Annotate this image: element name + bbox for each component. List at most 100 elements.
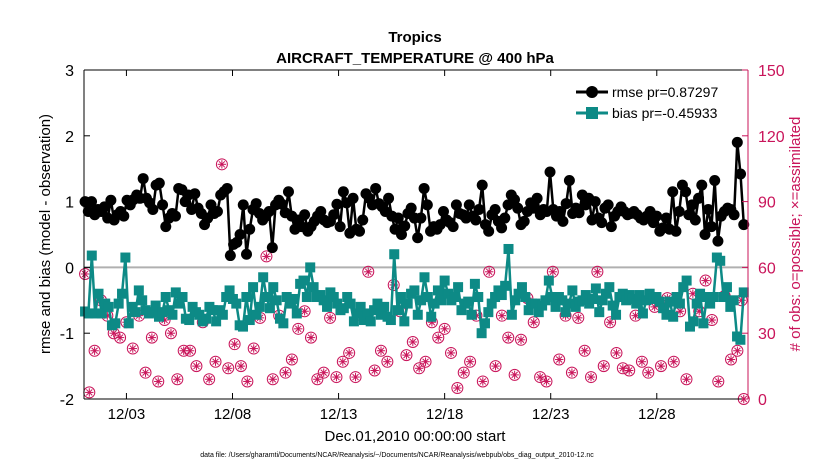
- obs-possible-marker: [88, 344, 101, 357]
- rmse-point: [499, 212, 511, 224]
- asterisk-stroke: [485, 268, 493, 276]
- asterisk-stroke: [269, 375, 277, 383]
- rmse-point: [483, 225, 495, 237]
- bias-point: [503, 243, 514, 254]
- obs-assimilated-marker: [580, 346, 589, 355]
- asterisk-stroke: [479, 378, 487, 385]
- bias-point: [429, 298, 440, 309]
- bias-point: [449, 292, 460, 303]
- bias-point: [352, 308, 363, 319]
- bias-point: [221, 292, 232, 303]
- bias-point: [194, 309, 205, 320]
- bias-point: [402, 298, 413, 309]
- asterisk-stroke: [670, 358, 678, 366]
- obs-possible-marker: [604, 316, 617, 329]
- obs-possible-marker: [451, 382, 464, 395]
- asterisk-stroke: [167, 329, 175, 337]
- bias-point: [90, 308, 101, 319]
- obs-assimilated-marker: [707, 315, 717, 325]
- y-axis-label-right: # of obs: o=possible; ×=assimilated: [787, 117, 804, 352]
- asterisk-stroke: [237, 362, 245, 370]
- asterisk-stroke: [85, 389, 93, 396]
- obs-possible-marker: [419, 355, 432, 368]
- bias-point: [607, 300, 618, 311]
- bias-point: [207, 305, 218, 316]
- asterisk-stroke: [511, 371, 518, 379]
- rmse-point: [157, 199, 169, 211]
- bias-point: [654, 296, 665, 307]
- asterisk-stroke: [434, 334, 442, 341]
- obs-possible-marker: [317, 366, 330, 379]
- asterisk-stroke: [282, 369, 289, 377]
- bias-point: [288, 293, 299, 304]
- asterisk-stroke: [231, 340, 238, 348]
- bias-point: [211, 316, 222, 327]
- bias-point: [355, 301, 366, 312]
- obs-assimilated-marker: [625, 366, 634, 375]
- asterisk-stroke: [568, 369, 576, 377]
- bias-point: [698, 318, 709, 329]
- obs-assimilated-marker: [618, 364, 628, 373]
- y-tick-label-right: 90: [758, 195, 776, 212]
- obs-possible-marker: [534, 371, 547, 384]
- asterisk-stroke: [727, 356, 735, 363]
- obs-possible-marker: [311, 373, 324, 386]
- legend-box: [569, 76, 743, 128]
- obs-assimilated-marker: [109, 329, 118, 338]
- rmse-point: [557, 215, 569, 227]
- bias-point: [496, 290, 507, 301]
- bias-point: [113, 298, 124, 309]
- obs-assimilated-marker: [465, 357, 475, 366]
- obs-assimilated-marker: [128, 344, 137, 353]
- bias-point: [264, 303, 275, 314]
- obs-assimilated-marker: [287, 355, 297, 364]
- rmse-point: [512, 202, 524, 214]
- asterisk-stroke: [619, 364, 627, 372]
- bias-point: [570, 301, 581, 312]
- rmse-point: [331, 198, 343, 210]
- asterisk-stroke: [161, 316, 168, 324]
- rmse-point: [709, 175, 721, 187]
- obs-possible-marker: [527, 316, 540, 329]
- bias-point: [238, 321, 249, 332]
- bias-point: [130, 307, 141, 318]
- y-tick-label-right: 0: [758, 392, 767, 409]
- rmse-point: [241, 248, 253, 260]
- obs-assimilated-marker: [211, 357, 220, 366]
- asterisk-stroke: [517, 336, 525, 344]
- obs-assimilated-marker: [459, 368, 468, 377]
- obs-assimilated-marker: [281, 368, 290, 377]
- bias-point: [322, 301, 333, 312]
- bias-point: [120, 252, 131, 263]
- asterisk-stroke: [377, 347, 385, 355]
- bias-point: [419, 272, 430, 283]
- rmse-point: [86, 196, 98, 208]
- y-tick-label-left: -2: [60, 392, 74, 409]
- obs-possible-marker: [476, 375, 489, 388]
- bias-point: [530, 298, 541, 309]
- bias-point: [369, 305, 380, 316]
- rmse-point: [470, 214, 482, 226]
- asterisk-stroke: [689, 290, 697, 298]
- bias-point: [668, 311, 679, 322]
- bias-point: [409, 285, 420, 296]
- obs-assimilated-marker: [574, 313, 583, 323]
- obs-possible-marker: [515, 333, 528, 346]
- asterisk-stroke: [415, 364, 423, 372]
- bias-point: [244, 315, 255, 326]
- bias-point: [137, 295, 148, 306]
- obs-assimilated-marker: [332, 372, 341, 382]
- obs-possible-marker: [642, 366, 655, 379]
- obs-assimilated-marker: [154, 377, 163, 386]
- asterisk-stroke: [154, 378, 162, 385]
- bias-point: [379, 301, 390, 312]
- obs-possible-marker: [203, 373, 216, 386]
- asterisk-stroke: [263, 253, 270, 260]
- obs-assimilated-marker: [141, 368, 150, 377]
- obs-assimilated-marker: [147, 333, 157, 342]
- bias-point: [708, 292, 719, 303]
- obs-possible-marker: [152, 375, 165, 388]
- bias-point: [281, 292, 292, 303]
- x-tick-label: 12/03: [108, 406, 146, 423]
